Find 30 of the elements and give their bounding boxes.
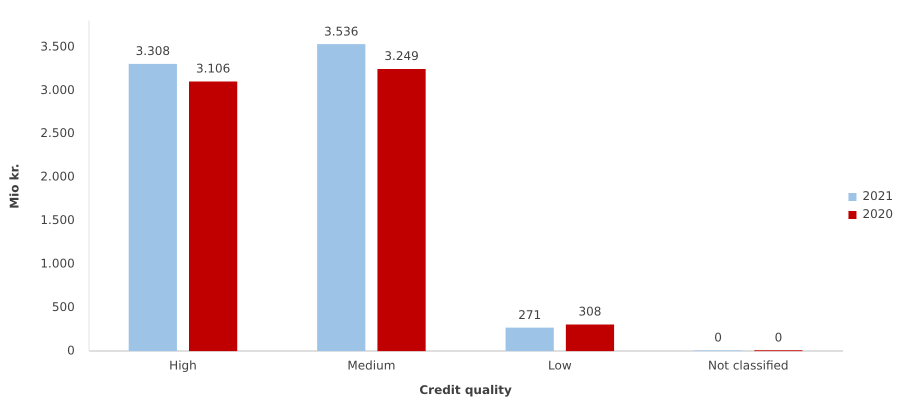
data-label: 3.106: [196, 62, 230, 76]
data-label: 3.536: [324, 24, 358, 38]
bar: [188, 81, 238, 352]
x-tick-label: Medium: [347, 358, 396, 373]
data-label: 271: [518, 308, 542, 322]
y-axis-title: Mio kr.: [7, 164, 22, 209]
y-tick-label: 500: [52, 300, 75, 314]
y-tick-label: 2.500: [40, 126, 75, 140]
legend-label: 2020: [862, 207, 894, 222]
y-tick-label: 1.500: [40, 213, 75, 228]
x-tick-label: Low: [548, 358, 572, 373]
data-label: 3.308: [136, 44, 170, 58]
y-tick-label: 0: [67, 343, 75, 358]
legend-label: 2021: [862, 189, 894, 204]
data-label: 0: [714, 330, 722, 344]
y-tick-label: 1.000: [40, 256, 75, 270]
y-tick-label: 2.000: [40, 170, 75, 184]
bar: [566, 324, 614, 352]
y-tick-label: 3.000: [40, 82, 75, 97]
bar: [377, 69, 426, 352]
y-tick-label: 3.500: [40, 39, 75, 54]
x-tick-label: High: [169, 358, 197, 373]
bar: [128, 64, 177, 352]
bar: [506, 328, 554, 352]
x-axis-title: Credit quality: [419, 382, 512, 397]
data-label: 308: [578, 304, 602, 319]
bar: [317, 44, 366, 352]
data-label: 0: [774, 330, 782, 344]
data-label: 3.249: [384, 49, 419, 64]
x-tick-label: Not classified: [708, 358, 789, 373]
